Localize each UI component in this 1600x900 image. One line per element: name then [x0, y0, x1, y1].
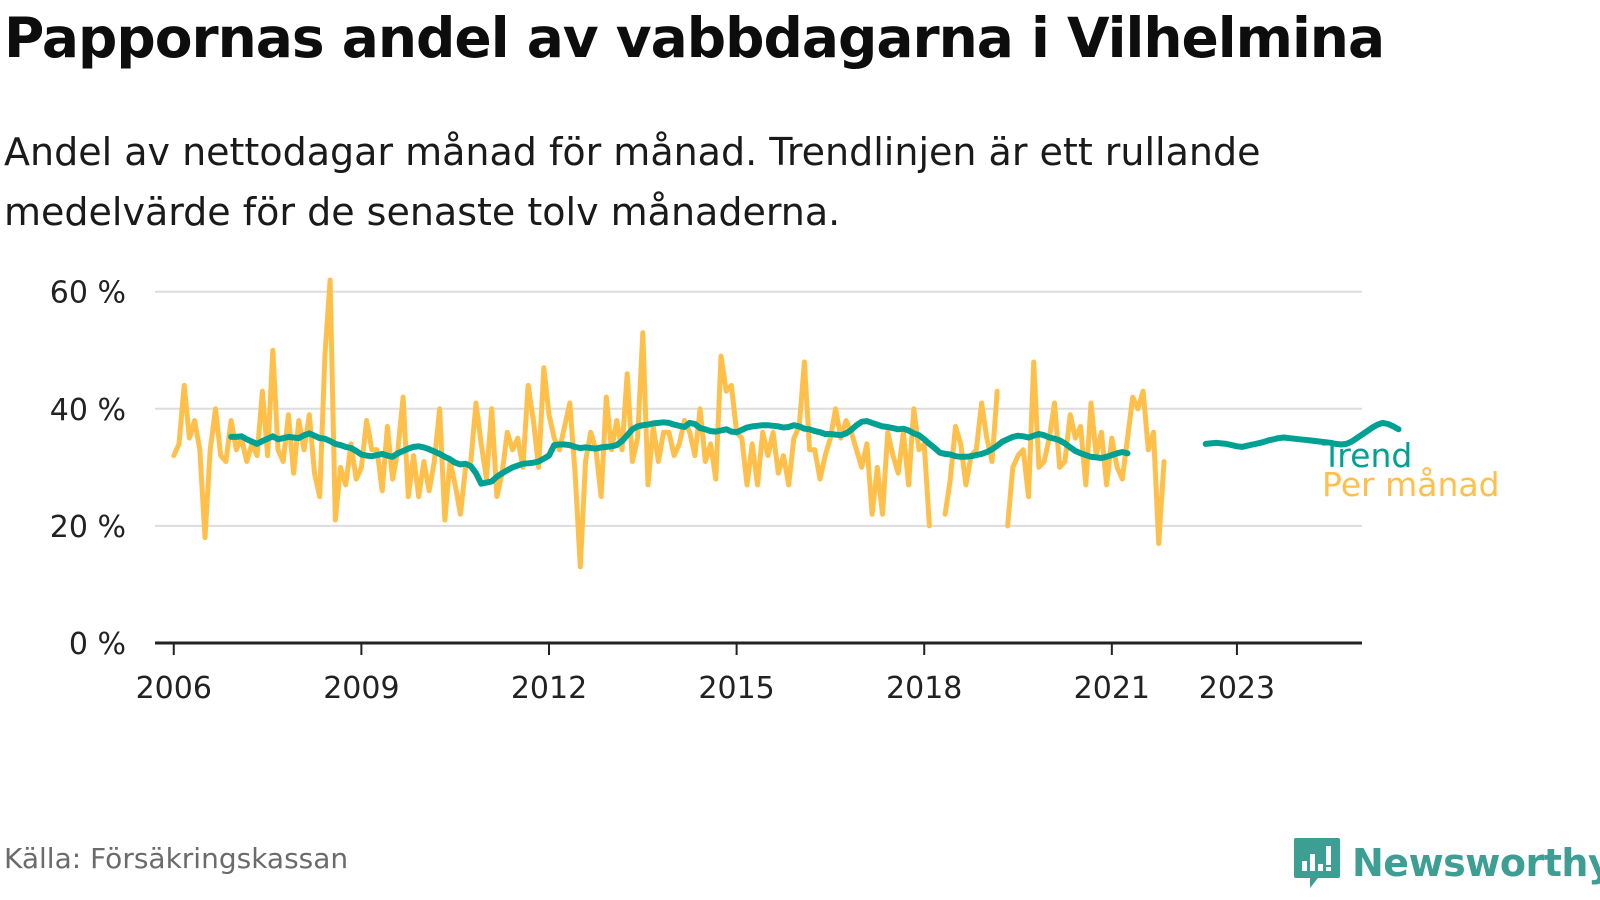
newsworthy-logo-icon: [1294, 838, 1340, 888]
x-tick-label: 2018: [886, 671, 962, 706]
series-line-trend: [228, 418, 1131, 487]
brand-name: Newsworthy: [1352, 841, 1600, 885]
series-line-trend: [1202, 419, 1402, 450]
brand-logo: Newsworthy: [1292, 836, 1600, 890]
x-tick-label: 2006: [136, 671, 212, 706]
series-line-per-manad: [1005, 359, 1167, 546]
y-tick-label: 20 %: [50, 510, 126, 545]
chart-title: Pappornas andel av vabbdagarna i Vilhelm…: [4, 6, 1385, 70]
x-tick-label: 2012: [511, 671, 587, 706]
y-tick-label: 0 %: [69, 627, 126, 662]
series-label-per-manad: Per månad: [1322, 465, 1500, 504]
x-tick-label: 2023: [1199, 671, 1275, 706]
line-chart: 0 % 20 % 40 % 60 % 2006 2009 2012 2015 2018 2021 2…: [50, 276, 1500, 706]
chart-subtitle: Andel av nettodagar månad för månad. Tre…: [4, 130, 1261, 234]
y-tick-label: 60 %: [50, 276, 126, 311]
series-line-per-manad: [171, 277, 932, 570]
x-tick-label: 2009: [323, 671, 399, 706]
y-tick-label: 40 %: [50, 393, 126, 428]
series-label-trend: Trend: [1321, 436, 1412, 475]
source-note: Källa: Försäkringskassan: [4, 842, 349, 875]
x-tick-label: 2021: [1074, 671, 1150, 706]
x-tick-label: 2015: [698, 671, 774, 706]
